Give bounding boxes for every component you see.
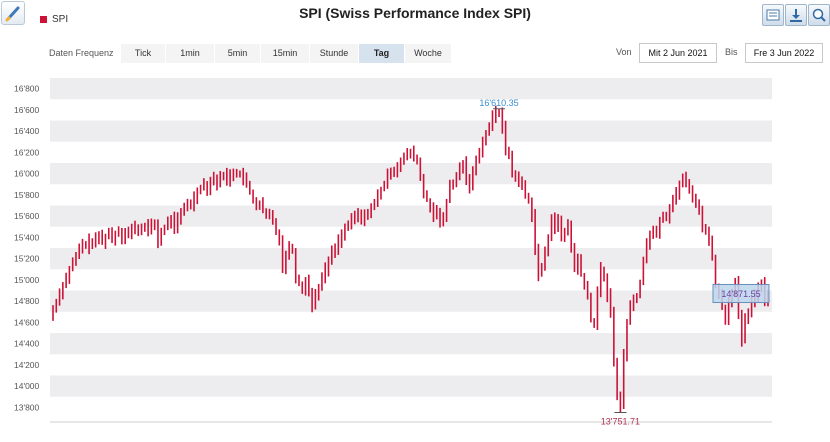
y-tick-label: 16'600 [14,105,40,115]
grid-band [50,120,772,142]
y-tick-label: 15'000 [14,275,40,285]
y-tick-label: 13'800 [14,402,40,412]
y-tick-label: 15'200 [14,254,40,264]
y-tick-label: 14'200 [14,360,40,370]
y-tick-label: 14'800 [14,296,40,306]
freq-woche-button[interactable]: Woche [405,44,451,63]
grid-band [50,248,772,270]
edit-pencil-button[interactable] [1,1,25,25]
grid-band [50,78,772,100]
y-tick-label: 16'200 [14,147,40,157]
y-tick-label: 15'400 [14,232,40,242]
zoom-button[interactable] [808,4,830,26]
y-tick-label: 15'800 [14,190,40,200]
chart-settings-button[interactable] [762,4,784,26]
last-value-box [712,284,770,304]
freq-15min-button[interactable]: 15min [261,44,309,63]
last-value-label: 14'871.55 [721,289,760,299]
freq-stunde-button[interactable]: Stunde [310,44,358,63]
y-tick-label: 14'400 [14,339,40,349]
download-button[interactable] [785,4,807,26]
ohlc-chart[interactable]: 13'800 14'000 14'200 14'400 14'600 14'800 15'0… [0,68,830,442]
to-date-field[interactable]: Fre 3 Jun 2022 [745,43,823,63]
freq-1min-button[interactable]: 1min [166,44,214,63]
freq-5min-button[interactable]: 5min [215,44,260,63]
grid-band [50,163,772,185]
grid-band [50,333,772,355]
y-tick-label: 14'000 [14,381,40,391]
frequency-label: Daten Frequenz [49,48,114,58]
grid-band [50,205,772,227]
from-date-field[interactable]: Mit 2 Jun 2021 [639,43,717,63]
from-date-label: Von [616,47,632,57]
grid-band [50,375,772,397]
y-tick-label: 16'000 [14,169,40,179]
legend-swatch [40,16,47,23]
min-value-label: 13'751.71 [601,417,640,427]
chart-title: SPI (Swiss Performance Index SPI) [299,5,531,21]
y-tick-label: 15'600 [14,211,40,221]
chart-settings-icon [766,9,780,21]
freq-tag-button[interactable]: Tag [359,44,404,63]
y-tick-label: 16'800 [14,84,40,94]
to-date-label: Bis [725,47,738,57]
freq-tick-button[interactable]: Tick [121,44,165,63]
pencil-icon [5,6,20,22]
legend-label: SPI [52,14,69,25]
download-icon [790,9,802,22]
y-tick-label: 16'400 [14,126,40,136]
y-tick-label: 14'600 [14,317,40,327]
grid-band [50,290,772,312]
max-value-label: 16'610.35 [479,98,518,108]
zoom-icon [812,8,826,22]
